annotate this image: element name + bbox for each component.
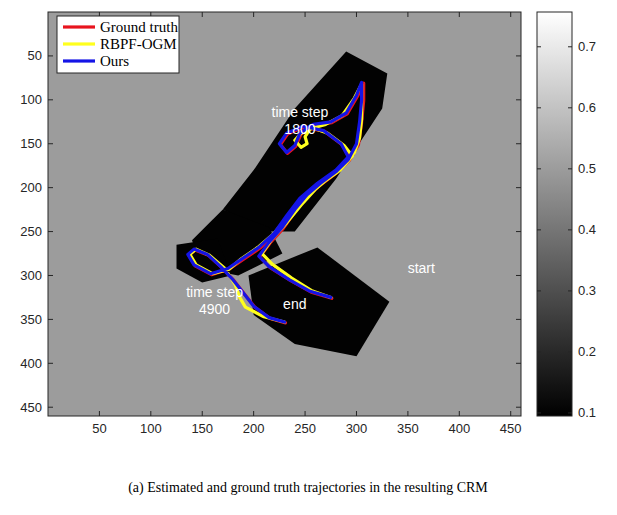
annotation: time step (272, 104, 329, 120)
legend-label: Ours (100, 53, 129, 69)
y-tick-label: 100 (20, 92, 42, 107)
x-tick-label: 50 (92, 421, 106, 436)
colorbar-tick (568, 290, 572, 291)
colorbar-tick-label: 0.2 (578, 344, 596, 359)
y-tick (48, 55, 53, 56)
x-tick (459, 411, 460, 416)
y-tick (48, 363, 53, 364)
x-tick (202, 12, 203, 17)
legend-label: RBPF-OGM (100, 36, 177, 52)
y-tick (48, 275, 53, 276)
colorbar (537, 12, 572, 416)
y-tick (48, 407, 53, 408)
y-tick (516, 143, 521, 144)
colorbar-tick (568, 351, 572, 352)
x-tick (305, 411, 306, 416)
y-tick-label: 450 (20, 400, 42, 415)
colorbar-tick-label: 0.4 (578, 222, 596, 237)
x-tick (202, 411, 203, 416)
y-tick (516, 275, 521, 276)
y-tick-label: 200 (20, 180, 42, 195)
legend: Ground truthRBPF-OGMOurs (57, 16, 179, 73)
annotation: time step (186, 284, 243, 300)
colorbar-tick (537, 229, 541, 230)
colorbar-tick-label: 0.1 (578, 405, 596, 420)
annotation: end (283, 296, 306, 312)
colorbar-tick-label: 0.5 (578, 161, 596, 176)
annotation: 1800 (284, 121, 315, 137)
colorbar-tick (537, 107, 541, 108)
y-tick (48, 99, 53, 100)
x-tick (407, 411, 408, 416)
x-tick (356, 12, 357, 17)
legend-box (57, 16, 179, 73)
y-tick (516, 187, 521, 188)
chart: 50 100 150 200 250 300 350 400 450 50 100 150 200 250… (0, 0, 617, 515)
x-tick (150, 411, 151, 416)
x-tick (253, 12, 254, 17)
y-tick (516, 407, 521, 408)
x-tick-label: 250 (294, 421, 316, 436)
y-tick (516, 231, 521, 232)
plot-frame (48, 12, 521, 416)
map-background (48, 12, 521, 416)
annotation: start (408, 260, 435, 276)
colorbar-tick (568, 229, 572, 230)
x-tick (356, 411, 357, 416)
colorbar-tick-label: 0.7 (578, 39, 596, 54)
x-tick-label: 100 (140, 421, 162, 436)
y-tick (516, 363, 521, 364)
colorbar-tick (537, 351, 541, 352)
x-tick (253, 411, 254, 416)
y-tick (48, 187, 53, 188)
y-tick-label: 150 (20, 136, 42, 151)
x-tick-label: 200 (243, 421, 265, 436)
plot-area (48, 12, 521, 416)
x-tick (407, 12, 408, 17)
figure: 50 100 150 200 250 300 350 400 450 50 100 150 200 250… (0, 0, 617, 515)
x-tick (459, 12, 460, 17)
x-tick-label: 150 (191, 421, 213, 436)
x-tick (510, 12, 511, 17)
colorbar-tick (568, 46, 572, 47)
legend-swatch (63, 42, 95, 45)
colorbar-tick (568, 107, 572, 108)
colorbar-tick-label: 0.3 (578, 283, 596, 298)
legend-swatch (63, 25, 95, 28)
x-tick-label: 450 (500, 421, 522, 436)
y-tick-label: 400 (20, 356, 42, 371)
legend-label: Ground truth (100, 19, 178, 35)
colorbar-tick (537, 290, 541, 291)
caption: (a) Estimated and ground truth trajector… (128, 480, 488, 496)
x-tick (305, 12, 306, 17)
y-tick-label: 300 (20, 268, 42, 283)
colorbar-tick (537, 46, 541, 47)
y-tick (516, 319, 521, 320)
y-tick (516, 99, 521, 100)
map-region (177, 239, 232, 283)
colorbar-tick-label: 0.6 (578, 100, 596, 115)
colorbar-tick (568, 168, 572, 169)
y-tick-label: 350 (20, 312, 42, 327)
x-tick (99, 411, 100, 416)
legend-swatch (63, 59, 95, 62)
y-tick (48, 231, 53, 232)
colorbar-tick (537, 412, 541, 413)
y-tick (48, 319, 53, 320)
annotation: 4900 (199, 301, 230, 317)
x-tick-label: 350 (397, 421, 419, 436)
y-tick (48, 143, 53, 144)
colorbar-tick (537, 168, 541, 169)
y-tick-label: 250 (20, 224, 42, 239)
x-tick-label: 300 (346, 421, 368, 436)
x-tick (510, 411, 511, 416)
y-tick-label: 50 (28, 48, 42, 63)
colorbar-tick (568, 412, 572, 413)
x-tick-label: 400 (448, 421, 470, 436)
y-tick (516, 55, 521, 56)
